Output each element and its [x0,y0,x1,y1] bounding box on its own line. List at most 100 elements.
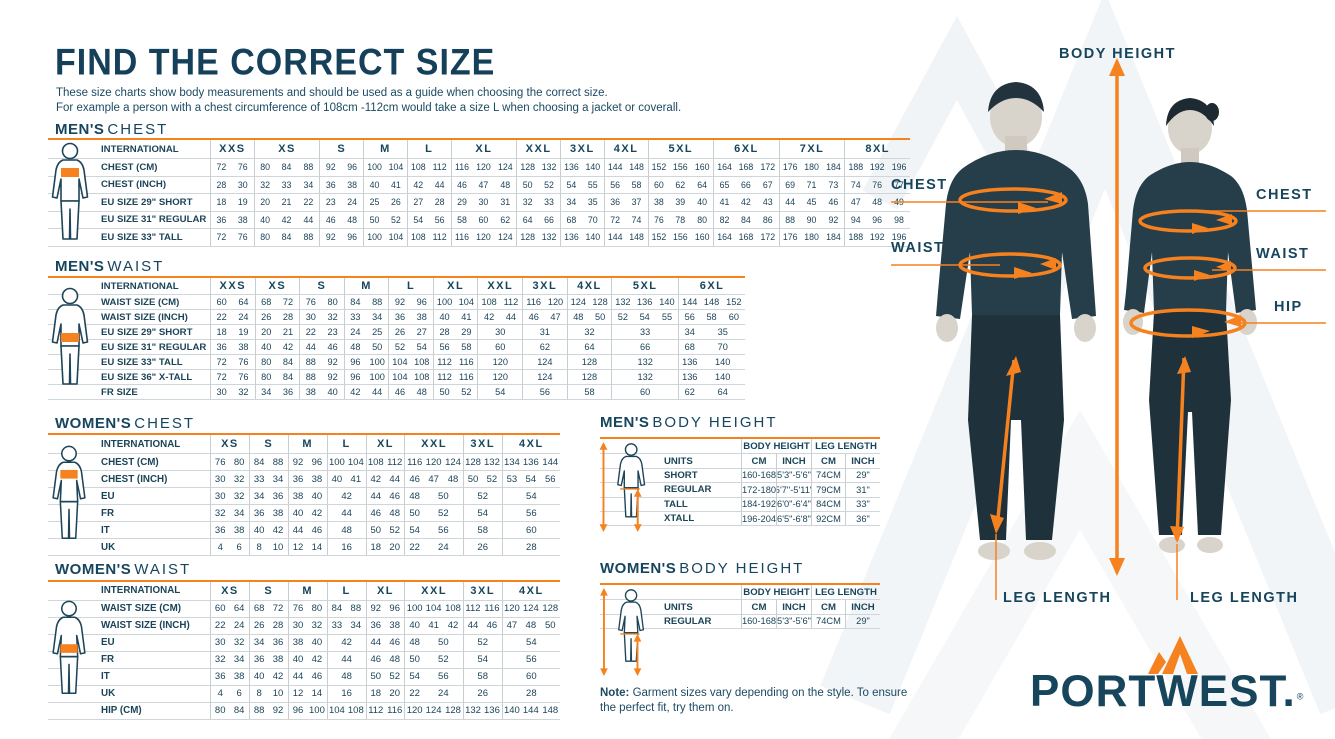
size-value: 196 [888,228,910,246]
size-value: 44 [326,504,366,521]
size-value: 54 [462,650,502,668]
size-value: 120 [472,158,495,176]
measure-group-header: BODY HEIGHT [741,439,811,454]
size-value: 96 [341,228,364,246]
size-value: 40 [253,210,276,228]
size-value: 104 [346,453,366,470]
size-value: 116 [522,294,545,309]
size-value: 71 [800,175,823,194]
size-value: 42 [343,384,367,399]
size-value: 48 [404,633,424,651]
size-value: 16 [326,538,366,555]
size-value: 84 [229,701,249,719]
size-value: 132 [462,701,483,719]
size-value: 34 [346,616,366,634]
size-value: 100 [307,701,327,719]
empty-header [655,439,741,453]
size-value: 72 [268,599,288,617]
size-value: 92 [268,701,288,719]
size-value: 52 [423,650,463,668]
size-value: 31 [494,193,517,211]
units-header: UNITS [655,453,741,467]
heading-light: BODY HEIGHT [652,414,778,431]
size-value: 128 [566,354,612,369]
size-value: 78 [669,210,692,229]
fit-row-label: TALL [655,496,741,511]
size-group-header: XS [254,278,300,294]
size-value: 58 [700,309,723,324]
size-value: 55 [655,309,679,324]
size-value: 46 [307,521,327,538]
size-value: 52 [385,521,405,538]
size-value: 96 [287,701,308,719]
size-value: 120 [501,599,522,617]
size-value: 92 [319,158,342,176]
size-value: 54 [633,309,656,324]
size-value: 38 [232,339,255,354]
row-label: CHEST (INCH) [92,175,210,194]
female-body-height-figure-icon [600,587,645,677]
size-value: 33 [248,470,269,487]
size-value: 50 [540,616,560,634]
womens-body-height-heading: WOMEN'S BODY HEIGHT [600,560,804,577]
size-value: 124 [522,369,567,384]
size-group-header: 4XL [603,140,648,158]
brand-name: PORTWEST. [1030,666,1296,716]
size-value: 8 [248,538,269,555]
size-value: 28 [276,309,300,324]
size-value: 140 [700,354,745,369]
size-value: 58 [462,521,502,538]
size-value: 52 [462,487,502,504]
size-value: 42 [443,616,463,634]
size-value: 36 [210,339,233,354]
size-value: 42 [276,339,300,354]
size-value: 40 [326,470,347,487]
size-value: 41 [455,309,478,324]
page-title: FIND THE CORRECT SIZE [55,42,496,84]
size-value: 108 [346,701,366,719]
fit-value: 74CM [811,467,845,483]
fit-value: 5'3"-5'6" [776,613,811,629]
size-value: 60 [722,309,745,324]
size-value: 26 [385,193,407,211]
size-value: 112 [432,369,456,384]
size-value: 67 [756,175,779,194]
row-label: WAIST SIZE (CM) [92,294,210,309]
size-value: 120 [472,228,495,246]
size-value: 104 [455,294,478,309]
female-waist-figure-icon [52,600,86,694]
womens-waist-heading: WOMEN'S WAIST [55,561,191,578]
size-value: 18 [210,324,233,339]
size-value: 48 [566,309,589,324]
size-value: 148 [625,158,648,176]
size-value: 92 [388,294,411,309]
size-value: 41 [346,470,366,487]
size-value: 112 [499,294,523,309]
size-value: 38 [307,470,327,487]
size-value: 58 [625,175,648,194]
size-value: 32 [566,324,612,339]
size-value: 38 [410,309,433,324]
size-value: 52 [385,210,407,229]
size-group-header: 8XL [844,140,910,158]
size-value: 44 [385,470,405,487]
size-group-header: XXS [210,140,254,158]
size-value: 76 [647,210,670,228]
heading-light: WAIST [134,561,192,578]
size-value: 6 [229,538,249,555]
row-label: EU [92,487,210,504]
mens-waist-table: INTERNATIONAL XXS XS S M L XL XXL 3XL 4XL 5XL 6XL WA… [48,276,745,400]
size-value: 46 [522,309,545,324]
size-value: 140 [581,158,604,176]
size-value: 56 [540,470,560,487]
size-value: 100 [326,453,347,470]
size-value: 88 [366,294,389,309]
size-value: 96 [343,369,367,384]
size-value: 116 [404,453,424,470]
size-value: 30 [299,309,322,324]
size-value: 62 [522,339,567,354]
size-value: 40 [248,521,269,538]
size-value: 73 [822,175,845,194]
size-value: 25 [363,193,385,211]
size-value: 72 [603,210,626,228]
